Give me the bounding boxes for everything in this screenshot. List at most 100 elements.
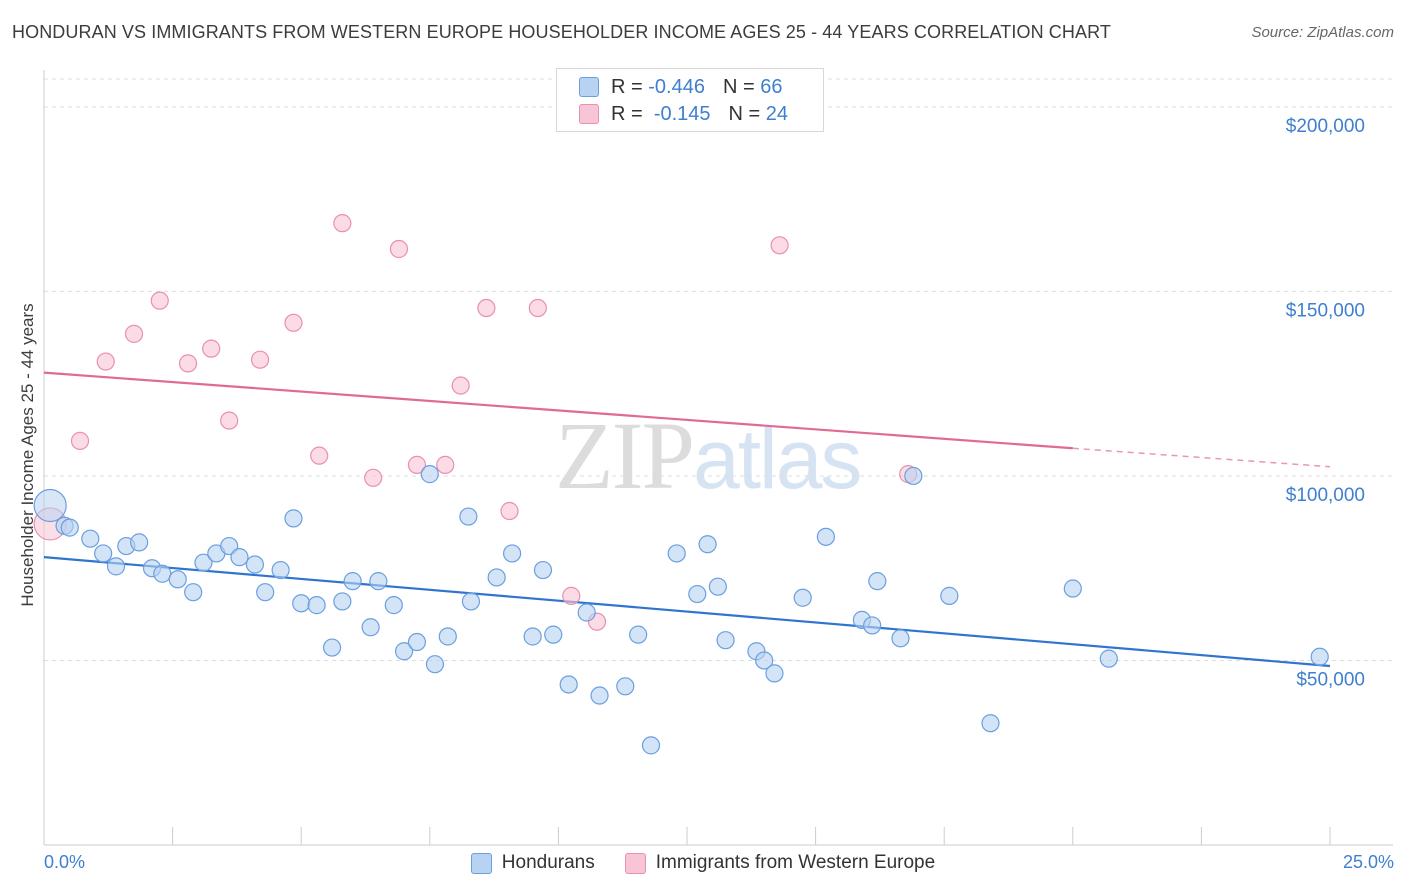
data-point-hondurans <box>667 544 686 563</box>
r-value-western-europe: -0.145 <box>653 102 711 125</box>
data-point-hondurans <box>523 627 542 646</box>
data-point-hondurans <box>394 642 414 661</box>
data-point-western-europe <box>310 446 329 465</box>
data-point-western-europe <box>96 352 115 371</box>
trend-line-western-europe <box>43 371 1073 450</box>
blue-series-points <box>33 465 1329 755</box>
data-point-hondurans <box>868 572 887 591</box>
stats-row-western-europe: R = -0.145 N = 24 <box>579 102 788 126</box>
data-point-hondurans <box>33 488 67 523</box>
data-point-western-europe <box>178 354 198 373</box>
trend-lines <box>43 371 1331 668</box>
y-tick-label: $200,000 <box>1286 116 1365 137</box>
data-point-hondurans <box>981 714 1000 733</box>
data-point-hondurans <box>765 664 784 683</box>
data-point-hondurans <box>194 553 213 572</box>
y-tick-label: $50,000 <box>1296 669 1365 690</box>
data-point-hondurans <box>1063 579 1082 598</box>
y-tick-labels: $50,000 $100,000 $150,000 $200,000 <box>1286 116 1365 691</box>
data-point-hondurans <box>284 509 303 528</box>
data-point-hondurans <box>503 544 522 563</box>
data-point-hondurans <box>81 529 100 548</box>
blue-swatch <box>579 77 599 97</box>
legend-item-hondurans: Hondurans <box>470 852 595 874</box>
data-point-western-europe <box>477 298 496 318</box>
r-value-hondurans: -0.446 <box>648 75 705 98</box>
data-point-hondurans <box>94 544 113 563</box>
source-label: Source: ZipAtlas.com <box>1251 24 1394 41</box>
data-point-hondurans <box>292 594 311 613</box>
n-value-western-europe: 24 <box>765 102 789 125</box>
data-point-hondurans <box>755 651 774 670</box>
data-point-western-europe <box>364 468 383 487</box>
stats-legend: R = -0.446 N = 66 R = -0.145 N = 24 <box>556 68 824 132</box>
data-point-western-europe <box>436 455 455 474</box>
data-point-hondurans <box>716 631 735 650</box>
trend-line-western-europe-extension <box>1072 447 1331 468</box>
trend-line-hondurans <box>43 556 1331 668</box>
data-point-western-europe <box>220 411 239 430</box>
chart-title: HONDURAN VS IMMIGRANTS FROM WESTERN EURO… <box>12 22 1111 42</box>
data-point-hondurans <box>425 655 445 674</box>
data-point-hondurans <box>461 592 481 611</box>
data-point-hondurans <box>708 577 727 596</box>
data-point-hondurans <box>459 507 478 526</box>
data-point-hondurans <box>420 465 439 484</box>
data-point-western-europe <box>562 586 581 605</box>
data-point-hondurans <box>438 627 457 646</box>
data-point-hondurans <box>230 548 249 567</box>
data-point-western-europe <box>202 339 221 358</box>
data-point-hondurans <box>407 632 427 652</box>
data-point-hondurans <box>153 564 172 583</box>
data-point-hondurans <box>688 584 707 604</box>
data-point-hondurans <box>904 466 923 486</box>
data-point-western-europe <box>389 239 409 259</box>
data-point-hondurans <box>168 570 187 589</box>
legend-item-western-europe: Immigrants from Western Europe <box>624 852 935 874</box>
data-point-western-europe <box>333 214 352 233</box>
data-point-hondurans <box>271 560 290 580</box>
data-point-hondurans <box>184 583 203 602</box>
data-point-hondurans <box>361 618 380 637</box>
data-point-hondurans <box>793 588 812 607</box>
y-tick-label: $150,000 <box>1286 300 1365 321</box>
y-tick-label: $100,000 <box>1286 485 1365 506</box>
data-point-hondurans <box>343 572 362 591</box>
n-value-hondurans: 66 <box>760 75 783 98</box>
x-tick-label-max: 25.0% <box>1342 852 1394 872</box>
data-point-hondurans <box>333 592 352 611</box>
data-point-hondurans <box>322 638 342 657</box>
data-point-hondurans <box>641 736 661 755</box>
data-point-hondurans <box>106 557 126 576</box>
data-point-western-europe <box>451 376 470 395</box>
data-point-hondurans <box>698 535 717 554</box>
data-point-hondurans <box>369 572 388 591</box>
data-point-hondurans <box>245 555 265 574</box>
blue-swatch <box>470 852 492 874</box>
data-point-western-europe <box>124 324 144 343</box>
data-point-hondurans <box>1099 649 1118 668</box>
data-point-western-europe <box>70 431 90 450</box>
data-point-hondurans <box>940 586 959 605</box>
data-point-hondurans <box>220 536 239 556</box>
data-point-western-europe <box>770 236 789 255</box>
data-point-hondurans <box>130 533 149 552</box>
data-point-western-europe <box>500 501 519 521</box>
data-point-hondurans <box>590 686 609 705</box>
y-axis-label: Householder Income Ages 25 - 44 years <box>18 303 37 607</box>
data-point-hondurans <box>544 625 563 644</box>
stats-row-hondurans: R = -0.446 N = 66 <box>579 75 782 99</box>
axes <box>43 70 1393 846</box>
data-point-hondurans <box>1310 647 1329 666</box>
pink-swatch <box>579 104 599 124</box>
data-point-hondurans <box>629 625 648 644</box>
x-tick-label-min: 0.0% <box>44 852 86 872</box>
data-point-western-europe <box>407 455 427 474</box>
data-point-hondurans <box>816 527 835 546</box>
data-point-western-europe <box>150 291 169 310</box>
data-point-western-europe <box>284 313 303 332</box>
data-point-hondurans <box>616 677 635 696</box>
data-point-hondurans <box>307 596 326 615</box>
data-point-hondurans <box>384 596 403 615</box>
